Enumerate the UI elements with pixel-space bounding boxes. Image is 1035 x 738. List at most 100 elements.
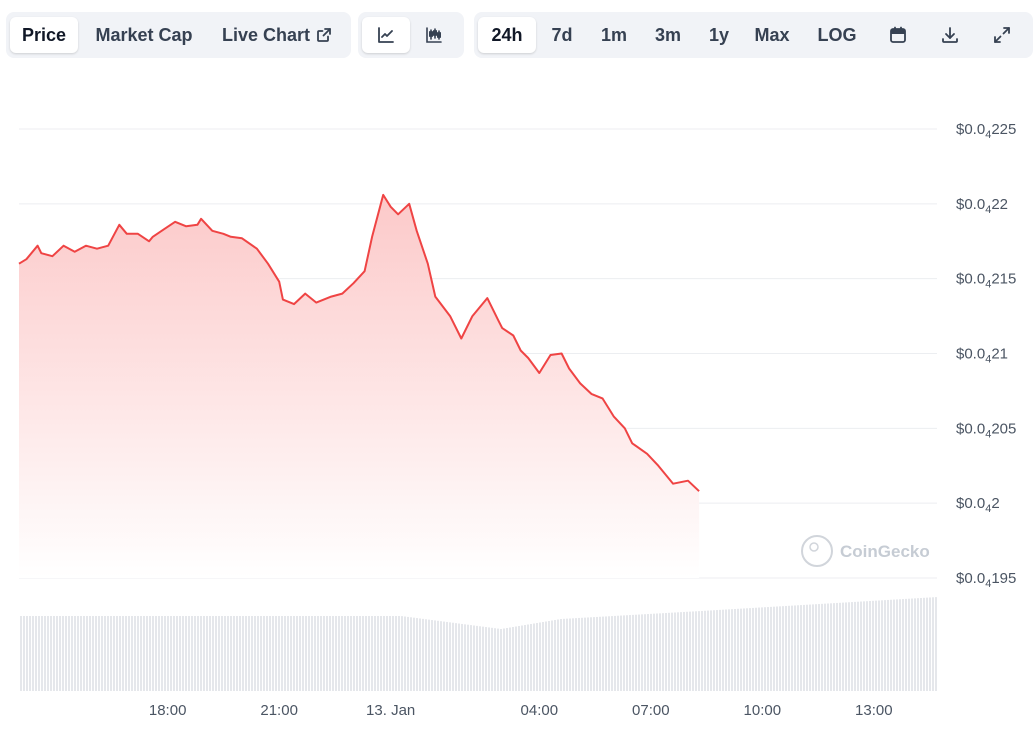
- fullscreen-button[interactable]: [976, 17, 1028, 53]
- volume-bar: [878, 600, 880, 691]
- volume-bar: [668, 612, 670, 691]
- x-tick-label: 21:00: [260, 702, 298, 719]
- volume-bar: [791, 605, 793, 691]
- volume-bar: [323, 616, 325, 691]
- range-1m[interactable]: 1m: [600, 24, 627, 45]
- volume-bar: [737, 608, 739, 691]
- download-icon: [942, 27, 958, 43]
- volume-bar: [773, 606, 775, 691]
- volume-bar: [710, 610, 712, 691]
- tab-market-cap[interactable]: Market Cap: [95, 24, 193, 45]
- calendar-button[interactable]: [872, 17, 924, 53]
- volume-bar: [332, 616, 334, 691]
- volume-bar: [458, 623, 460, 691]
- volume-bar: [134, 616, 136, 691]
- volume-bar: [836, 602, 838, 691]
- volume-bar: [434, 620, 436, 691]
- volume-bar: [812, 604, 814, 691]
- volume-bar: [743, 608, 745, 691]
- volume-bar: [188, 616, 190, 691]
- volume-bar: [575, 618, 577, 691]
- volume-bar: [329, 616, 331, 691]
- range-7d[interactable]: 7d: [551, 24, 573, 45]
- y-axis: $0.04195 $0.042 $0.04205 $0.0421 $0.04215 $0.…: [956, 121, 1016, 590]
- volume-bar: [488, 627, 490, 691]
- volume-bar: [740, 608, 742, 691]
- price-area: [18, 193, 700, 578]
- volume-bar: [221, 616, 223, 691]
- volume-bar: [254, 616, 256, 691]
- volume-bar: [680, 612, 682, 691]
- volume-bar: [41, 616, 43, 691]
- volume-bar: [251, 616, 253, 691]
- candlestick-chart-button[interactable]: [410, 17, 458, 53]
- volume-bar: [569, 618, 571, 691]
- volume-bar: [419, 618, 421, 691]
- volume-bar: [725, 609, 727, 691]
- volume-bar: [263, 616, 265, 691]
- coingecko-logo-eye: [809, 542, 819, 552]
- volume-bar: [89, 616, 91, 691]
- tab-live-chart[interactable]: Live Chart: [210, 17, 338, 53]
- volume-bar: [257, 616, 259, 691]
- volume-bar: [128, 616, 130, 691]
- volume-bar: [392, 616, 394, 691]
- volume-bar: [713, 610, 715, 691]
- volume-bar: [50, 616, 52, 691]
- volume-bar: [500, 629, 502, 691]
- volume-bar: [350, 616, 352, 691]
- volume-bar: [833, 603, 835, 691]
- tab-price[interactable]: Price: [10, 17, 78, 53]
- volume-bar: [920, 598, 922, 691]
- x-tick-label: 10:00: [744, 702, 782, 719]
- volume-bar: [341, 616, 343, 691]
- volume-bar: [56, 616, 58, 691]
- volume-bar: [650, 613, 652, 691]
- volume-bar: [143, 616, 145, 691]
- volume-bar: [32, 616, 34, 691]
- volume-bar: [476, 625, 478, 691]
- volume-bar: [155, 616, 157, 691]
- volume-bar: [857, 601, 859, 691]
- volume-bar: [644, 614, 646, 691]
- volume-bar: [635, 614, 637, 691]
- watermark-text: CoinGecko: [840, 542, 930, 561]
- volume-bar: [707, 610, 709, 691]
- volume-bar: [191, 616, 193, 691]
- volume-bar: [224, 616, 226, 691]
- volume-bar: [428, 619, 430, 691]
- volume-bar: [518, 626, 520, 691]
- coingecko-watermark: CoinGecko: [801, 535, 930, 567]
- x-axis: 18:00 21:00 13. Jan 04:00 07:00 10:00 13:00: [149, 702, 893, 719]
- log-scale-toggle[interactable]: LOG: [817, 24, 857, 45]
- range-max[interactable]: Max: [754, 24, 790, 45]
- volume-bar: [443, 621, 445, 691]
- volume-bar: [530, 624, 532, 691]
- volume-bar: [587, 617, 589, 691]
- volume-bar: [599, 616, 601, 691]
- volume-bar: [206, 616, 208, 691]
- volume-bar: [860, 601, 862, 691]
- volume-bar: [296, 616, 298, 691]
- volume-bar: [404, 616, 406, 691]
- price-line: [18, 193, 700, 492]
- range-1y[interactable]: 1y: [708, 24, 730, 45]
- volume-bar: [305, 616, 307, 691]
- volume-bars: [20, 597, 937, 691]
- volume-bar: [308, 616, 310, 691]
- volume-bar: [161, 616, 163, 691]
- volume-bar: [899, 599, 901, 691]
- range-3m[interactable]: 3m: [654, 24, 681, 45]
- volume-bar: [491, 627, 493, 691]
- line-chart-button[interactable]: [362, 17, 410, 53]
- volume-bar: [755, 607, 757, 691]
- volume-bar: [596, 616, 598, 691]
- y-tick-label: $0.04225: [956, 121, 1016, 141]
- volume-bar: [542, 622, 544, 691]
- download-button[interactable]: [924, 17, 976, 53]
- volume-bar: [608, 616, 610, 691]
- volume-bar: [677, 612, 679, 691]
- range-24h[interactable]: 24h: [478, 17, 536, 53]
- volume-bar: [230, 616, 232, 691]
- volume-bar: [827, 603, 829, 691]
